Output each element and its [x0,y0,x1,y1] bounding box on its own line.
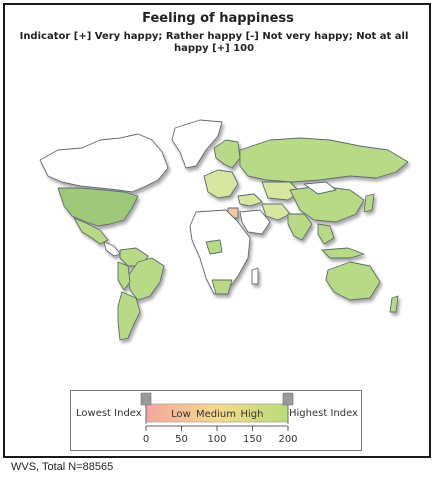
region-scandinavia[interactable] [213,139,241,169]
region-greenland[interactable] [171,119,223,169]
region-mongolia[interactable] [303,181,337,195]
source-footer: WVS, Total N=88565 [11,461,114,473]
region-madagascar[interactable] [251,267,259,285]
chart-title: Feeling of happiness [142,11,294,26]
region-usa[interactable] [57,187,139,227]
region-arabia[interactable] [239,209,271,235]
region-central-america[interactable] [103,241,121,257]
region-turkey[interactable] [237,193,263,207]
region-argentina[interactable] [117,291,141,341]
region-japan[interactable] [363,193,375,213]
legend-bar-label-low: Low [171,409,191,420]
legend-tick-200: 200 [278,434,297,445]
legend-tick-150: 150 [243,434,262,445]
legend-highest-label: Highest Index [289,408,358,419]
legend-min-handle[interactable] [140,392,152,424]
chart-subtitle: Indicator [+] Very happy; Rather happy [… [19,31,409,54]
legend-tick-50: 50 [175,434,188,445]
region-peru[interactable] [117,261,131,291]
region-australia[interactable] [325,261,381,301]
region-iran[interactable] [261,203,291,221]
region-nigeria[interactable] [205,239,223,255]
region-russia[interactable] [239,137,409,183]
legend-lowest-label: Lowest Index [76,408,142,419]
legend-max-handle[interactable] [282,392,294,424]
legend-bar-label-high: High [241,409,264,420]
region-south-africa[interactable] [211,279,233,295]
region-new-zealand[interactable] [389,295,399,313]
legend-bar-label-medium: Medium [196,409,236,420]
region-west-europe[interactable] [203,169,239,199]
region-indonesia[interactable] [321,247,365,259]
region-southeast-asia[interactable] [317,223,335,245]
legend-tick-0: 0 [143,434,149,445]
region-canada[interactable] [39,133,169,193]
region-india[interactable] [287,213,313,241]
legend-tick-100: 100 [207,434,226,445]
